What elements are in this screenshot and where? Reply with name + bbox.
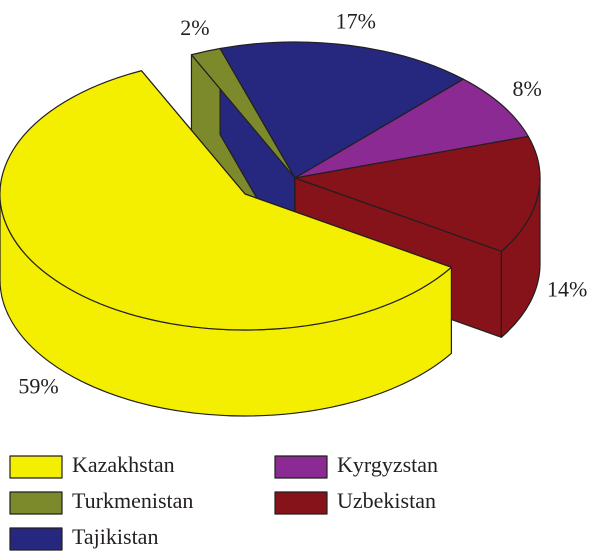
legend-label: Uzbekistan [337, 488, 436, 513]
legend-label: Turkmenistan [72, 488, 193, 513]
legend-label: Tajikistan [72, 524, 158, 549]
slice [0, 70, 453, 331]
legend-swatch [274, 455, 328, 479]
slice [294, 78, 529, 179]
slice [219, 41, 464, 179]
legend-label: Kyrgyzstan [337, 452, 438, 477]
data-label: 8% [513, 76, 542, 101]
legend-swatch [274, 491, 328, 515]
data-label: 17% [336, 9, 376, 34]
slice [294, 135, 541, 252]
data-label: 59% [18, 373, 58, 398]
data-label: 14% [547, 277, 587, 302]
legend-swatch [9, 527, 63, 551]
legend-swatch [9, 491, 63, 515]
legend-swatch [9, 455, 63, 479]
data-label: 2% [180, 15, 209, 40]
legend-label: Kazakhstan [72, 452, 175, 477]
